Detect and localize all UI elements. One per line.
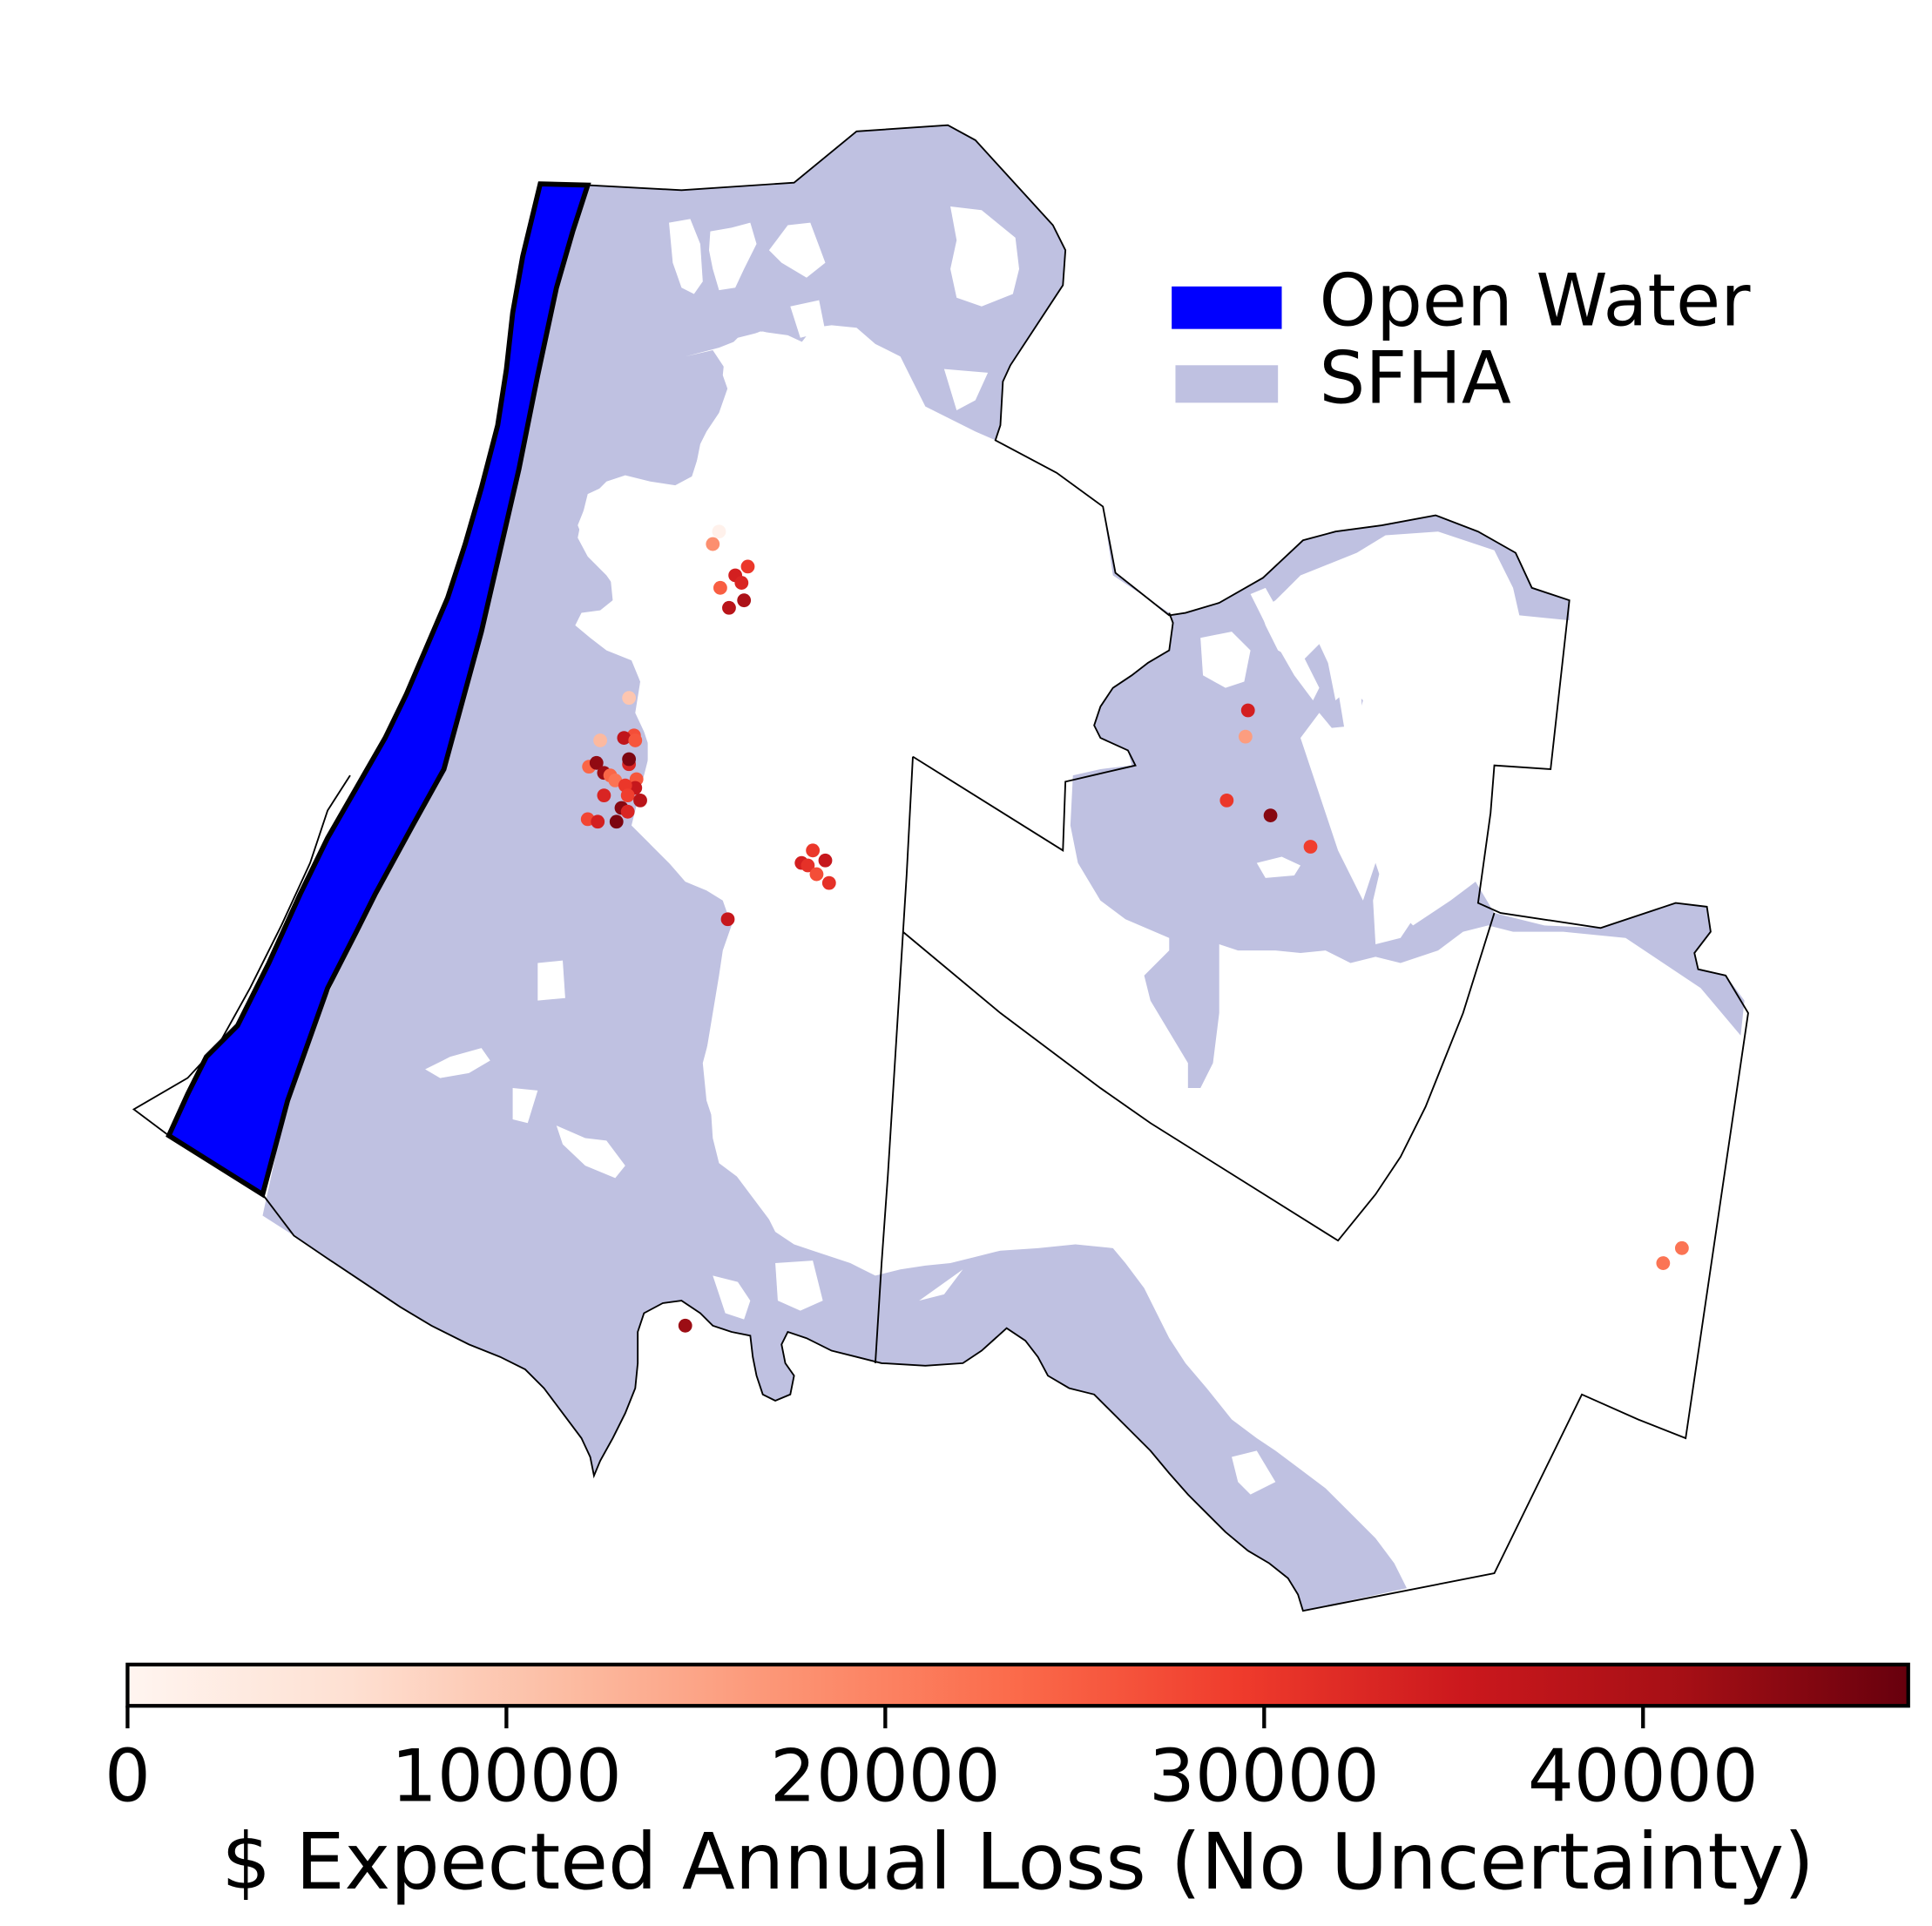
colorbar-tick-label: 30000 (1149, 1733, 1380, 1818)
legend-label-sfha: SFHA (1320, 335, 1511, 420)
boundary-outer (132, 124, 1749, 1612)
property-point (740, 559, 755, 574)
island-east-1 (1200, 632, 1251, 688)
property-point (722, 600, 736, 615)
property-point (620, 788, 635, 803)
boundary-inner-2 (874, 756, 914, 1363)
legend-swatch-open-water (1172, 286, 1282, 329)
property-point (712, 524, 726, 539)
property-point (633, 793, 647, 808)
island-west-4 (556, 1125, 625, 1179)
colorbar-ticks: 0 10000 20000 30000 40000 (105, 1706, 1759, 1818)
island-north-4 (950, 206, 1020, 307)
property-point (809, 867, 824, 882)
property-point (818, 853, 833, 868)
colorbar-tick-label: 0 (105, 1733, 151, 1818)
legend: Open Water SFHA (1172, 258, 1751, 420)
open-water (166, 181, 591, 1199)
sfha-area (262, 125, 1745, 1612)
property-point (591, 814, 605, 829)
colorbar-tick-label: 10000 (391, 1733, 622, 1818)
property-point (1240, 703, 1255, 718)
property-point (620, 804, 635, 819)
island-south-2 (775, 1260, 823, 1311)
island-west-2 (425, 1048, 490, 1078)
property-point (1263, 808, 1278, 822)
island-north-1 (669, 219, 703, 294)
property-point (678, 1318, 692, 1333)
property-point (713, 580, 727, 595)
property-points (580, 524, 1689, 1333)
island-north-5 (943, 368, 989, 410)
property-point (1656, 1256, 1671, 1270)
boundaries (132, 124, 1749, 1612)
island-north-6 (790, 300, 826, 338)
boundary-inner-1 (912, 612, 1174, 852)
colorbar-label: $ Expected Annual Loss (No Uncertainty) (221, 1816, 1814, 1907)
island-east-4 (1256, 856, 1301, 878)
legend-swatch-sfha (1175, 365, 1279, 403)
property-point (593, 733, 607, 747)
island-north-3 (768, 222, 826, 278)
non-sfha-islands (425, 206, 1426, 1495)
colorbar-gradient (125, 1662, 1910, 1708)
property-point (1238, 729, 1253, 744)
property-point (622, 752, 637, 767)
island-east-6 (1232, 1450, 1276, 1495)
property-point (622, 691, 637, 706)
property-point (806, 843, 821, 858)
island-east-3 (1338, 685, 1363, 728)
property-point (589, 755, 604, 770)
property-point (1303, 840, 1318, 854)
property-point (609, 814, 624, 829)
colorbar: 0 10000 20000 30000 40000 $ Expected Annual … (105, 1662, 1910, 1907)
property-point (720, 912, 735, 927)
legend-label-open-water: Open Water (1320, 258, 1752, 342)
island-central (578, 328, 1076, 1270)
property-point (734, 576, 749, 590)
property-point (1219, 793, 1234, 808)
property-point (737, 593, 752, 608)
property-point (800, 858, 815, 873)
property-point (628, 733, 643, 747)
property-point (597, 788, 611, 803)
property-point (706, 537, 720, 551)
property-point (1674, 1240, 1689, 1255)
island-east-2 (1250, 587, 1320, 701)
island-north-2 (708, 222, 757, 291)
property-point (821, 875, 836, 890)
island-south-3 (919, 1269, 963, 1301)
property-point (617, 731, 632, 745)
island-east-5 (1373, 860, 1426, 944)
sfha-west-region (262, 125, 1745, 1612)
boundary-inner-3 (902, 912, 1496, 1242)
colorbar-tick-label: 40000 (1528, 1733, 1759, 1818)
island-west-1 (537, 960, 565, 1001)
colorbar-tick-label: 20000 (770, 1733, 1001, 1818)
island-west-3 (512, 1088, 538, 1124)
